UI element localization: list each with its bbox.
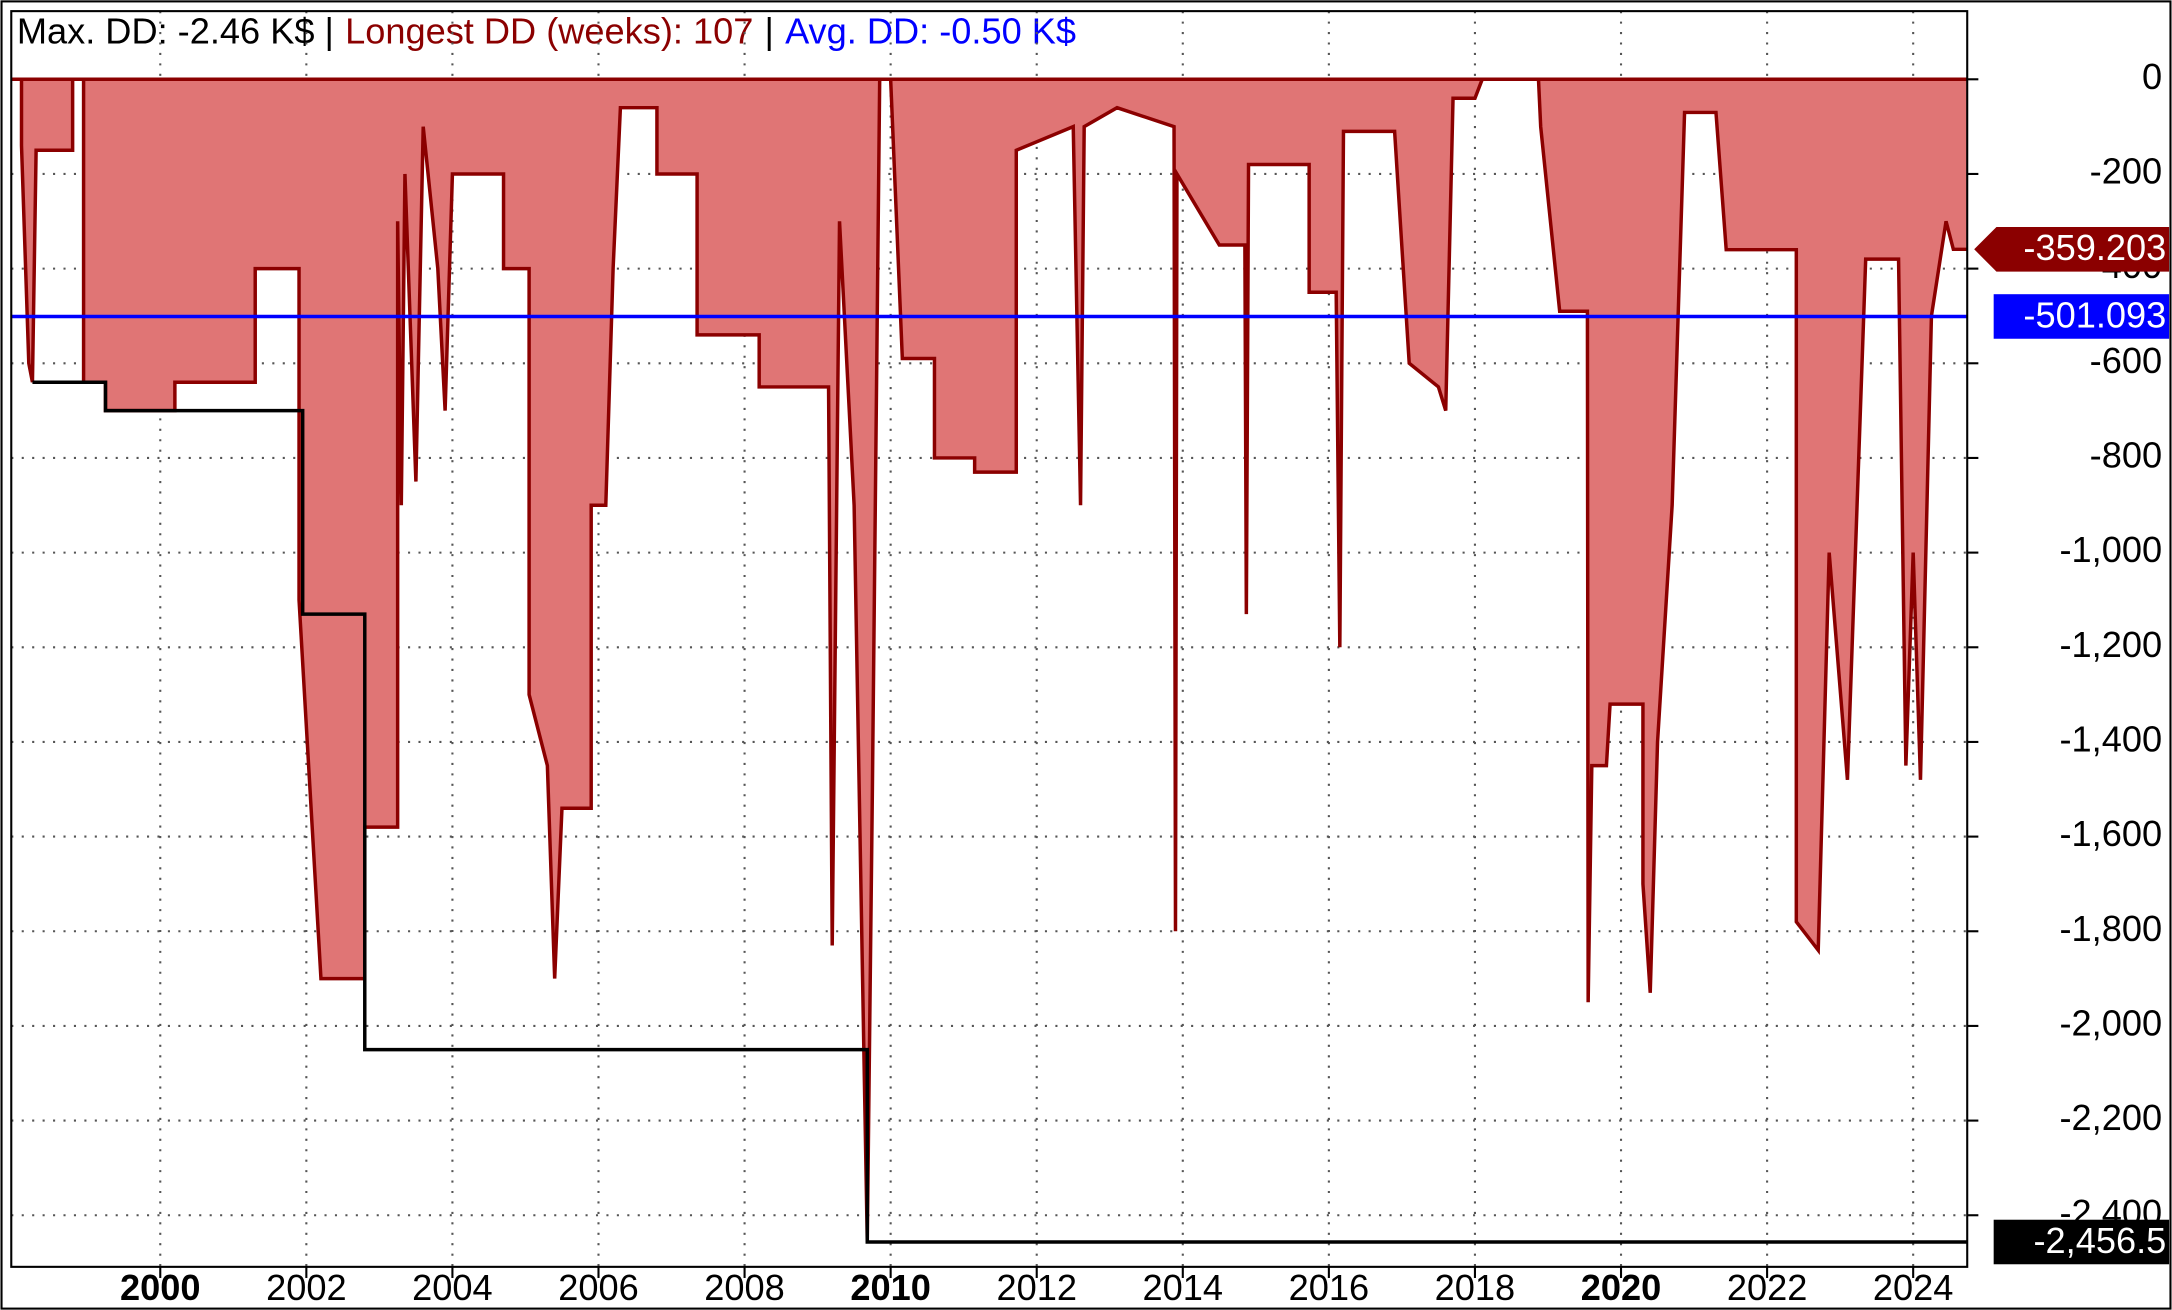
x-tick-label: 2010: [850, 1267, 931, 1308]
y-tick-label: -2,200: [2060, 1097, 2163, 1138]
x-tick-label: 2002: [266, 1267, 347, 1308]
x-tick-label: 2020: [1581, 1267, 1662, 1308]
title-part: Avg. DD: -0.50 K$: [785, 10, 1076, 51]
drawdown-area: [11, 79, 1968, 1242]
title-part: Longest DD (weeks): 107: [345, 10, 753, 51]
y-tick-label: -1,000: [2060, 529, 2163, 570]
value-flag: [1993, 294, 2170, 339]
x-tick-label: 2004: [412, 1267, 493, 1308]
value-flag: [1993, 1219, 2170, 1265]
y-tick-label: -1,200: [2060, 624, 2163, 665]
x-tick-label: 2012: [996, 1267, 1077, 1308]
x-tick-label: 2008: [704, 1267, 785, 1308]
x-tick-label: 2000: [120, 1267, 201, 1308]
y-tick-label: -600: [2090, 340, 2162, 381]
x-tick-label: 2006: [558, 1267, 639, 1308]
value-flag: [1974, 227, 2170, 272]
y-tick-label: 0: [2142, 56, 2162, 97]
x-tick-label: 2018: [1435, 1267, 1516, 1308]
y-tick-label: -200: [2090, 151, 2162, 192]
x-tick-label: 2024: [1873, 1267, 1954, 1308]
value-flag-label: -2,456.5: [2034, 1220, 2167, 1261]
x-tick-label: 2016: [1289, 1267, 1370, 1308]
plot-frame: [10, 10, 1969, 1268]
y-tick-label: -1,400: [2060, 718, 2163, 759]
x-tick-label: 2014: [1143, 1267, 1224, 1308]
y-tick-label: -1,800: [2060, 908, 2163, 949]
value-flag-label: -359.203: [2023, 227, 2166, 268]
value-flag-label: -501.093: [2023, 294, 2166, 335]
title-part: |: [765, 10, 774, 51]
y-tick-label: -800: [2090, 435, 2162, 476]
y-tick-label: -2,000: [2060, 1002, 2163, 1043]
max-drawdown-line: [32, 380, 1968, 1244]
chart-title: Max. DD: -2.46 K$ | Longest DD (weeks): 1…: [17, 10, 1076, 51]
title-part: Max. DD: -2.46 K$ |: [17, 10, 334, 51]
y-tick-label: -1,600: [2060, 813, 2163, 854]
x-tick-label: 2022: [1727, 1267, 1808, 1308]
